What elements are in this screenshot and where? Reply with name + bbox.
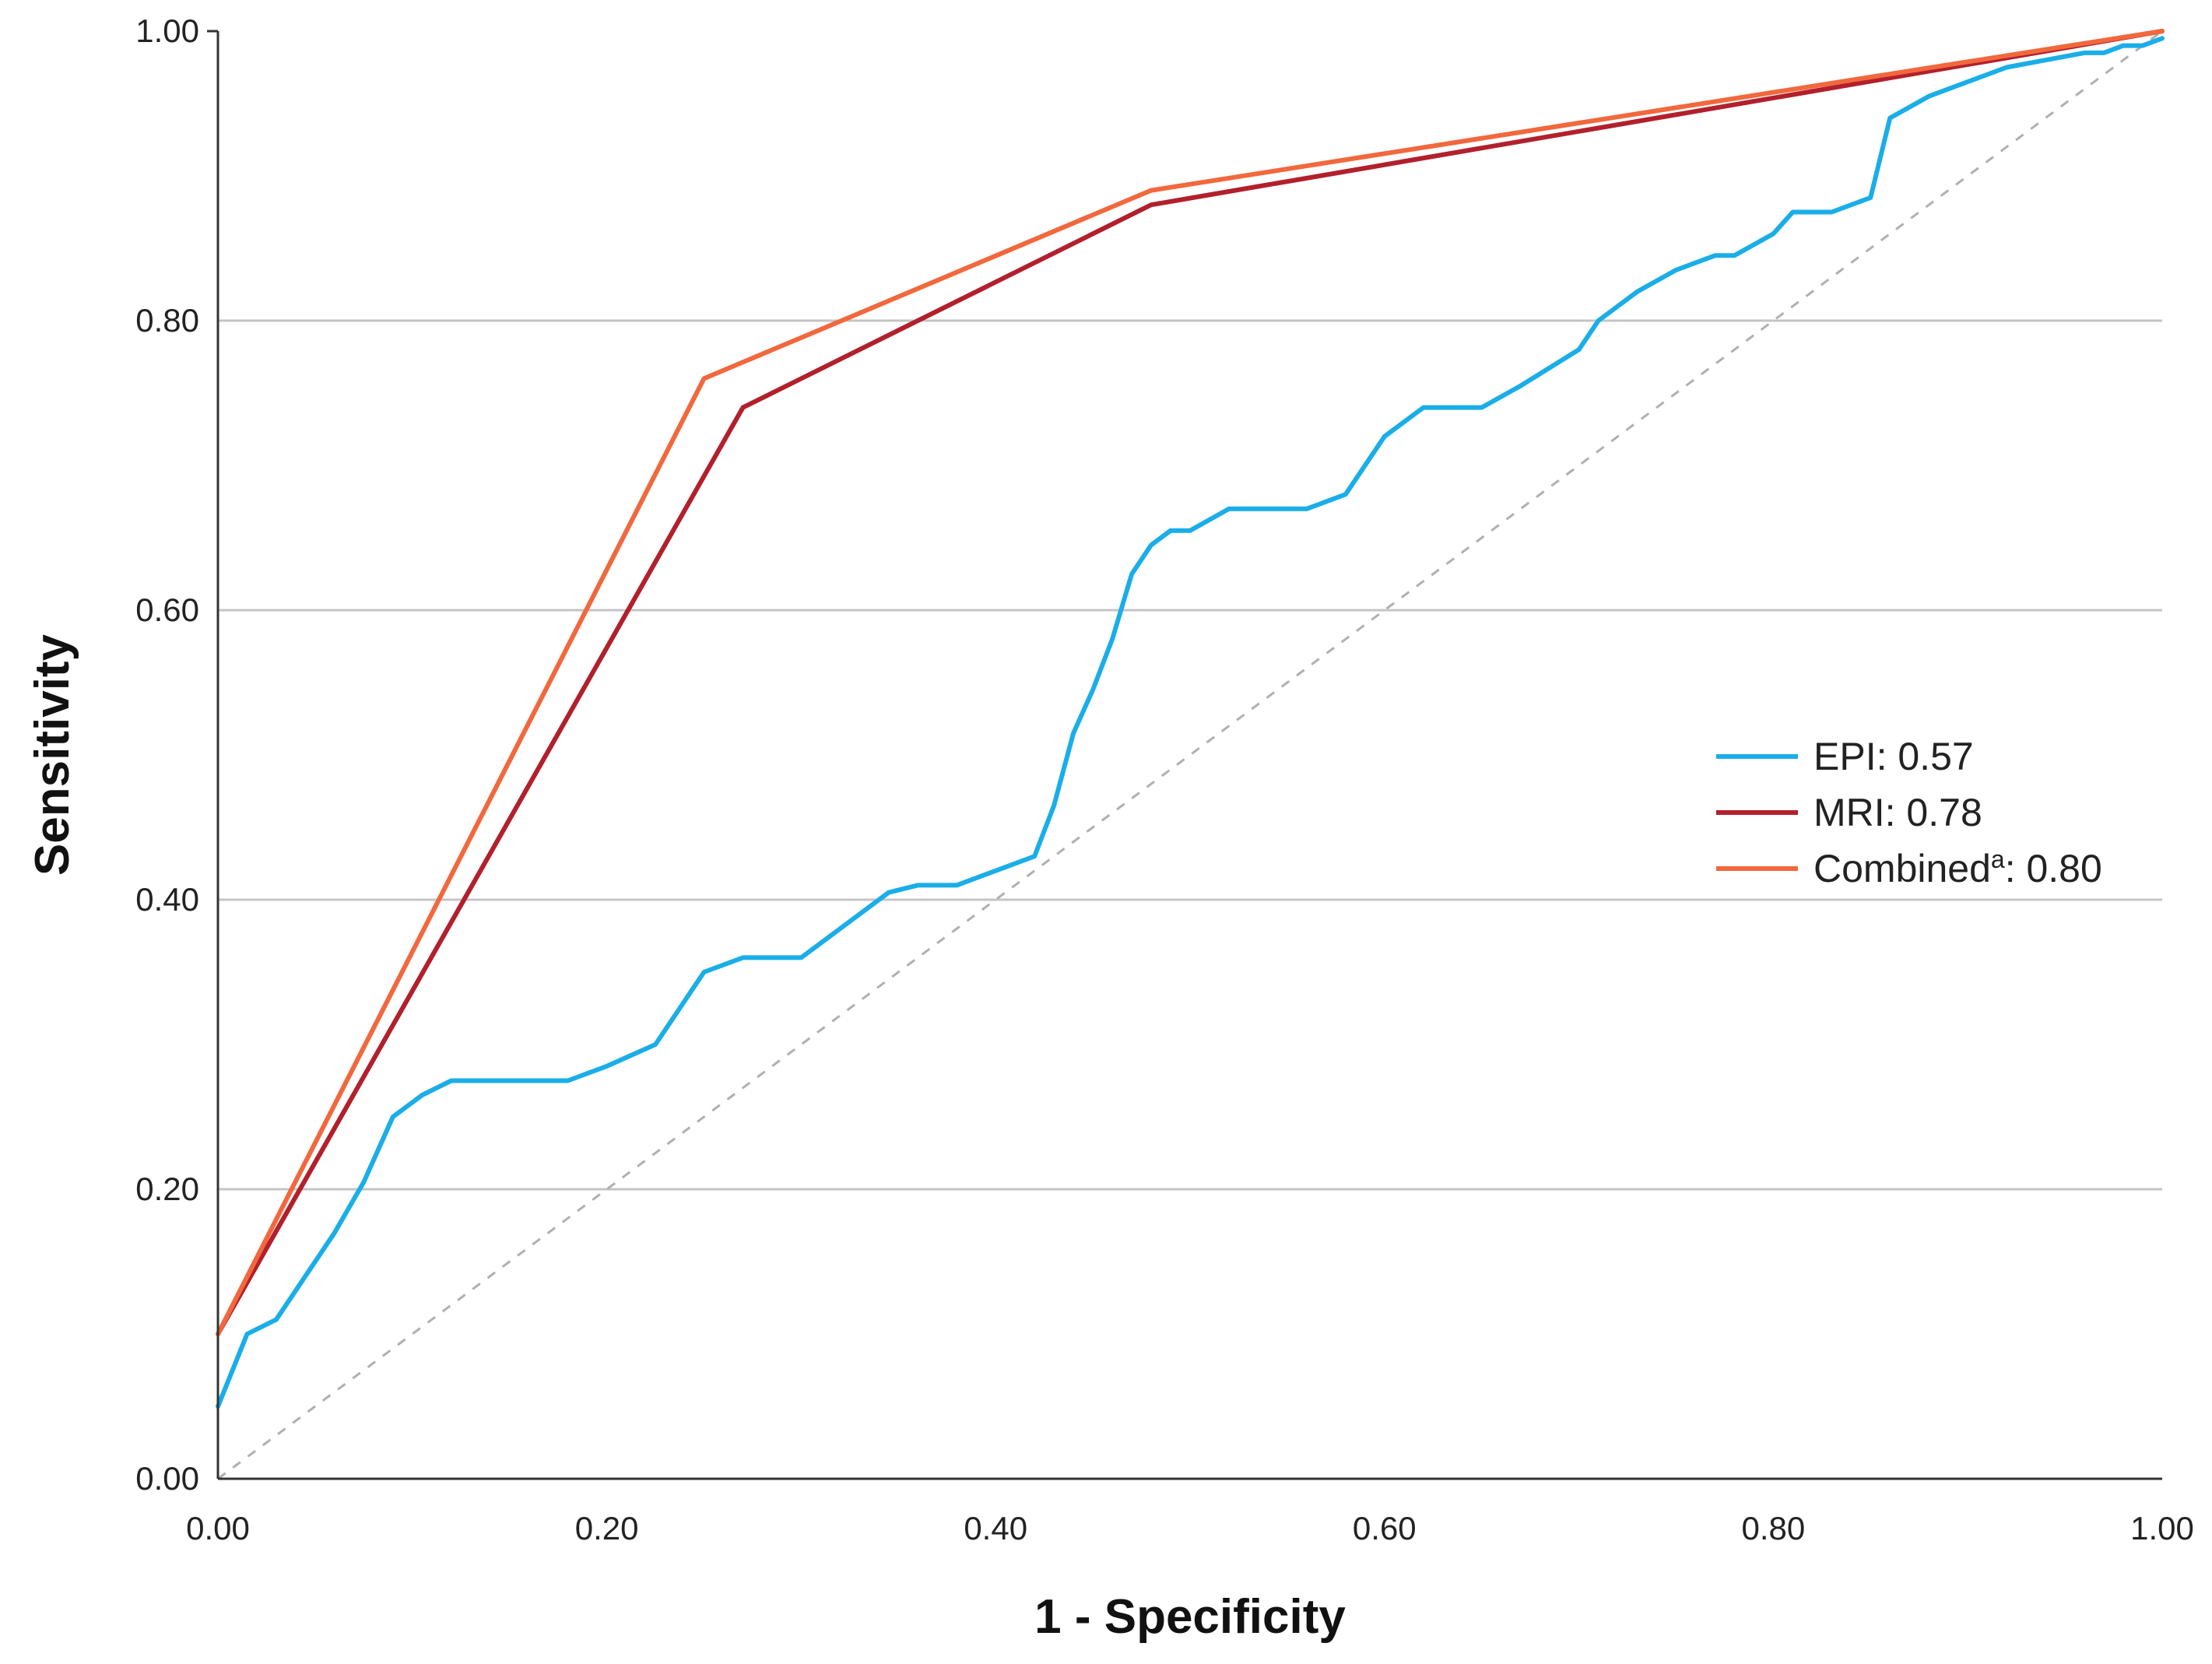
series-line-mri	[216, 29, 2165, 1336]
legend: EPI: 0.57 MRI: 0.78 Combineda: 0.80	[1716, 735, 2102, 890]
x-tick-label: 0.20	[575, 1510, 639, 1546]
tick-labels: 0.00 0.20 0.40 0.60 0.80 1.00 0.00 0.20 0.40 0.60…	[135, 12, 2194, 1546]
x-tick-label: 1.00	[2130, 1510, 2194, 1546]
series-line-epi	[216, 36, 2165, 1409]
reference-diagonal-line	[217, 30, 2163, 1480]
axes	[207, 30, 2162, 1480]
y-axis-title: Sensitivity	[26, 634, 79, 876]
x-tick-label: 0.40	[964, 1510, 1027, 1546]
legend-label-combined-superscript: a	[1991, 845, 2005, 873]
x-tick-label: 0.00	[186, 1510, 250, 1546]
x-axis-title: 1 - Specificity	[1034, 1590, 1346, 1644]
series-lines	[216, 29, 2165, 1409]
legend-label-combined-name: Combined	[1813, 847, 1991, 890]
legend-label-combined-value: : 0.80	[2005, 847, 2102, 890]
x-tick-label: 0.60	[1353, 1510, 1417, 1546]
series-line-combined	[216, 29, 2165, 1336]
y-tick-label: 1.00	[135, 12, 199, 49]
grid-lines	[218, 319, 2162, 1191]
y-tick-label: 0.60	[135, 592, 199, 628]
legend-label-epi: EPI: 0.57	[1813, 735, 1974, 778]
legend-label-mri: MRI: 0.78	[1813, 791, 1982, 834]
legend-label-combined: Combineda: 0.80	[1813, 845, 2102, 890]
x-tick-label: 0.80	[1742, 1510, 1806, 1546]
y-tick-label: 0.20	[135, 1171, 199, 1207]
y-tick-label: 0.40	[135, 881, 199, 918]
y-tick-label: 0.00	[135, 1460, 199, 1497]
y-tick-label: 0.80	[135, 302, 199, 339]
